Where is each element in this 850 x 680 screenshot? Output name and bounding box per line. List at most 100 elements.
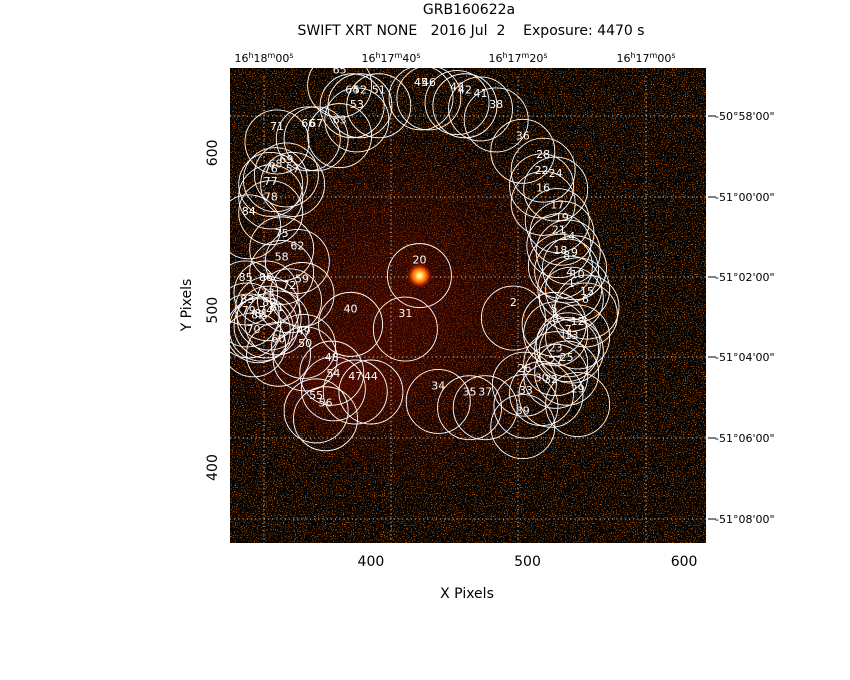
region-label: 51 [372, 84, 386, 97]
region-circle: 84 [230, 194, 282, 260]
region-ring [534, 340, 600, 406]
region-ring [463, 87, 529, 153]
region-circle: 2 [480, 285, 546, 351]
region-ring [542, 235, 607, 301]
region-ring [437, 375, 503, 441]
region-label: 25 [560, 351, 574, 364]
region-circle: 40 [318, 291, 384, 357]
region-label: 12 [571, 315, 585, 328]
y-tick-label: 400 [205, 454, 221, 481]
region-label: 79 [242, 304, 256, 317]
region-ring [535, 312, 601, 378]
region-label: 40 [344, 302, 358, 315]
region-ring [244, 290, 310, 356]
region-label: 56 [319, 397, 333, 410]
region-ring [448, 76, 513, 142]
region-label: 73 [261, 287, 275, 300]
region-label: 16 [536, 181, 550, 194]
region-label: 22 [535, 164, 549, 177]
dec-tick-label: -51°00'00" [715, 191, 775, 204]
region-circle: 42 [432, 73, 498, 139]
region-ring [283, 378, 349, 444]
region-circle: 85 [230, 260, 279, 326]
region-ring [510, 137, 576, 203]
region-circle: 33 [493, 373, 559, 439]
region-ring [538, 318, 604, 384]
region-label: 14 [561, 230, 575, 243]
region-circle: 62 [264, 229, 330, 294]
region-ring [324, 87, 390, 153]
region-ring [534, 238, 600, 304]
region-label: 15 [580, 285, 594, 298]
region-circle: 28 [510, 137, 576, 203]
region-label: 45 [414, 76, 428, 89]
region-circle: 45 [388, 68, 454, 131]
region-label: 37 [478, 386, 492, 399]
region-label: 33 [519, 384, 533, 397]
region-ring [253, 142, 319, 208]
x-axis-label: X Pixels [440, 586, 494, 602]
ra-tick-label: 16h18m00s [234, 51, 293, 65]
region-ring [510, 170, 576, 236]
region-circle: 11 [534, 317, 600, 382]
region-ring [545, 257, 611, 323]
region-circle: 64 [319, 73, 385, 139]
region-circle: 83 [230, 282, 280, 348]
region-ring [233, 260, 299, 326]
region-ring [529, 200, 595, 266]
region-label: 68 [268, 158, 282, 171]
region-label: 84 [242, 205, 256, 218]
ra-tick-label: 16h17m20s [488, 51, 547, 65]
region-ring [236, 285, 302, 351]
region-ring [244, 109, 310, 175]
title-block: GRB160622a SWIFT XRT NONE 2016 Jul 2 Exp… [297, 2, 644, 39]
region-label: 62 [290, 239, 304, 252]
bright-source [406, 262, 433, 289]
region-ring [271, 313, 337, 379]
region-label: 46 [422, 76, 436, 89]
region-ring [491, 351, 557, 417]
region-ring [230, 260, 279, 326]
region-label: 28 [536, 148, 550, 161]
region-circle: 86 [233, 260, 299, 326]
region-circle: 56 [293, 386, 358, 452]
region-ring [346, 73, 412, 139]
region-ring [275, 106, 341, 172]
region-circle: 82 [230, 298, 291, 364]
region-label: 19 [555, 211, 569, 224]
region-label: 52 [353, 84, 367, 97]
region-ring [238, 151, 304, 217]
region-ring [230, 312, 286, 378]
region-circle: 55 [283, 378, 349, 444]
region-circle: 53 [324, 87, 390, 153]
region-circle: 81 [230, 296, 294, 362]
region-ring [318, 291, 384, 357]
region-ring [372, 296, 438, 362]
region-circle: 76 [238, 151, 304, 217]
region-circle: 18 [527, 233, 593, 299]
region-label: 76 [264, 162, 278, 175]
region-circle: 69 [253, 142, 319, 208]
region-label: 58 [275, 250, 289, 263]
axes: 400 500 600 400 500 600 16h18m00s 16h17m40s 16h1… [205, 51, 775, 570]
y-tick-label: 500 [205, 297, 221, 324]
dec-tick-label: -50°58'00" [715, 110, 775, 123]
dec-tick-label: -51°06'00" [715, 432, 775, 445]
region-ring [230, 296, 294, 362]
region-ring [523, 156, 589, 222]
region-label: 86 [259, 271, 273, 284]
region-label: 36 [516, 129, 530, 142]
dec-tick-label: -51°02'00" [715, 271, 775, 284]
region-circle: 24 [523, 156, 589, 222]
region-circle: 46 [396, 68, 462, 131]
chart-title: GRB160622a [423, 2, 515, 18]
region-ring [452, 375, 518, 441]
region-label: 65 [333, 63, 347, 76]
region-ring [300, 356, 366, 422]
region-ring [545, 304, 611, 370]
region-ring [238, 164, 304, 230]
region-label: 2 [510, 296, 517, 309]
region-label: 38 [489, 98, 503, 111]
